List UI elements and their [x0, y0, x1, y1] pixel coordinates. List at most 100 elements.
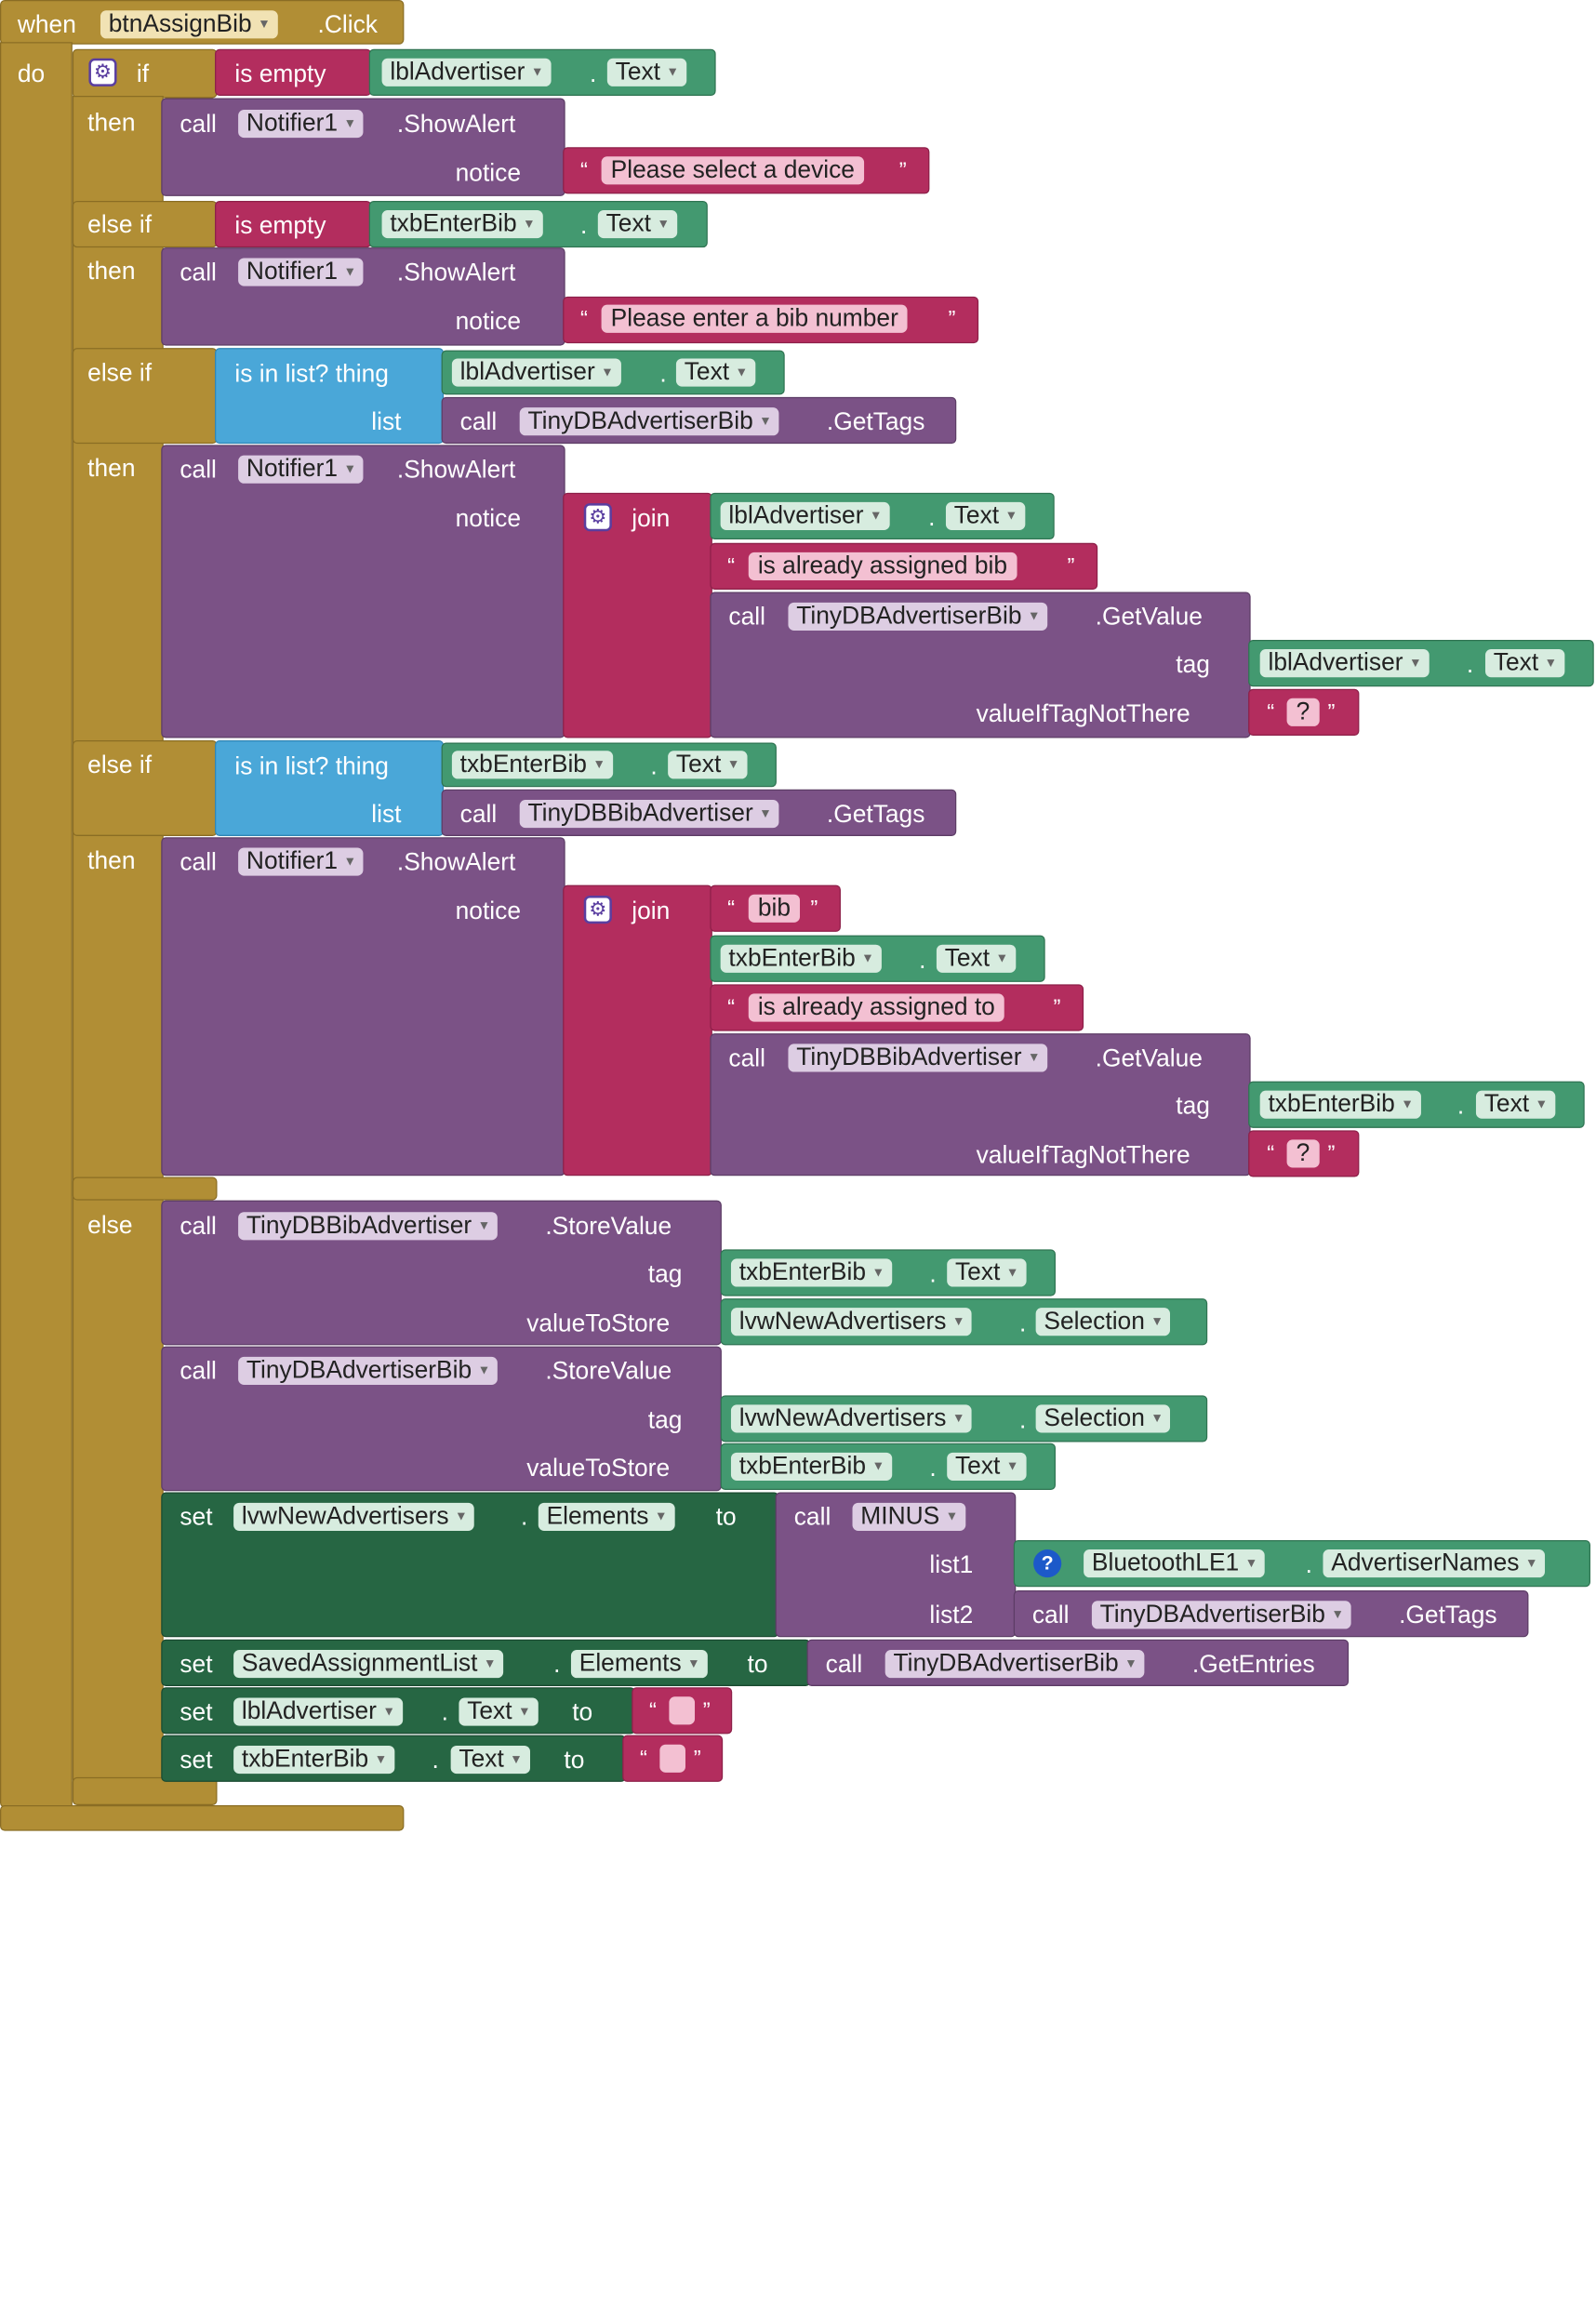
text-value[interactable]: [659, 1744, 685, 1773]
property-dropdown[interactable]: Text ▼: [459, 1697, 539, 1726]
component-dropdown[interactable]: lblAdvertiser ▼: [381, 58, 552, 86]
component-dropdown[interactable]: lblAdvertiser ▼: [451, 358, 621, 387]
mutator-gear-icon[interactable]: ⚙: [583, 503, 612, 532]
property-dropdown[interactable]: AdvertiserNames ▼: [1323, 1549, 1546, 1578]
component-dropdown[interactable]: txbEnterBib ▼: [730, 1452, 892, 1481]
tag-label: tag: [1176, 651, 1210, 679]
else-if-row-2: [72, 348, 218, 445]
is-in-list-block[interactable]: [215, 348, 445, 445]
component-dropdown[interactable]: Notifier1 ▼: [238, 847, 364, 876]
component-dropdown[interactable]: txbEnterBib ▼: [451, 751, 613, 779]
property-dropdown[interactable]: Text ▼: [1484, 649, 1564, 678]
text-value[interactable]: [669, 1696, 696, 1725]
else-if-keyword: else if: [87, 211, 153, 239]
component-dropdown[interactable]: txbEnterBib ▼: [381, 209, 543, 239]
mutator-gear-icon[interactable]: ⚙: [88, 58, 117, 86]
component-dropdown[interactable]: lvwNewAdvertisers ▼: [730, 1308, 973, 1336]
procedure-dropdown[interactable]: MINUS ▼: [852, 1502, 965, 1531]
open-quote: “: [640, 1747, 647, 1772]
dot: .: [590, 60, 597, 88]
join-block[interactable]: [563, 884, 712, 1177]
component-dropdown[interactable]: lblAdvertiser ▼: [233, 1697, 403, 1726]
notifier-showalert-block[interactable]: [161, 837, 565, 1177]
list1-label: list1: [929, 1551, 974, 1579]
chevron-down-icon: ▼: [759, 806, 772, 821]
component-dropdown[interactable]: lblAdvertiser ▼: [720, 501, 890, 530]
text-value[interactable]: ?: [1286, 698, 1320, 726]
property-dropdown[interactable]: Text ▼: [947, 1258, 1026, 1287]
property-dropdown[interactable]: Text ▼: [668, 751, 747, 779]
chevron-down-icon: ▼: [382, 1705, 396, 1720]
component-dropdown[interactable]: TinyDBAdvertiserBib ▼: [884, 1650, 1145, 1679]
property-dropdown[interactable]: Text ▼: [450, 1745, 530, 1775]
component-dropdown[interactable]: TinyDBAdvertiserBib ▼: [238, 1356, 498, 1386]
property-dropdown[interactable]: Text ▼: [947, 1452, 1026, 1481]
component-dropdown[interactable]: TinyDBAdvertiserBib ▼: [788, 602, 1048, 631]
chevron-down-icon: ▼: [343, 855, 357, 870]
component-dropdown[interactable]: TinyDBAdvertiserBib ▼: [519, 407, 779, 436]
property-dropdown[interactable]: Text ▼: [597, 209, 677, 239]
component-dropdown[interactable]: SavedAssignmentList ▼: [233, 1650, 504, 1679]
dot: .: [579, 212, 588, 240]
text-value[interactable]: is already assigned to: [748, 993, 1004, 1022]
close-quote: ”: [898, 158, 907, 184]
component-dropdown[interactable]: BluetoothLE1 ▼: [1084, 1549, 1265, 1578]
is-empty-block[interactable]: [215, 48, 372, 96]
component-dropdown[interactable]: Notifier1 ▼: [238, 110, 364, 139]
component-dropdown[interactable]: txbEnterBib ▼: [1259, 1090, 1421, 1119]
text-string-block[interactable]: [710, 984, 1084, 1031]
to-keyword: to: [572, 1698, 593, 1726]
then-keyword: then: [87, 455, 136, 483]
chevron-down-icon: ▼: [735, 365, 749, 380]
dot: .: [1019, 1406, 1027, 1434]
property-dropdown[interactable]: Text ▼: [675, 358, 755, 387]
open-quote: “: [1267, 1141, 1275, 1167]
text-value[interactable]: bib: [748, 894, 801, 923]
component-dropdown[interactable]: Notifier1 ▼: [238, 258, 364, 286]
property-dropdown[interactable]: Elements ▼: [538, 1502, 675, 1531]
component-dropdown[interactable]: TinyDBBibAdvertiser ▼: [238, 1212, 498, 1241]
property-dropdown[interactable]: Selection ▼: [1035, 1404, 1171, 1433]
component-dropdown[interactable]: txbEnterBib ▼: [233, 1745, 394, 1775]
chevron-down-icon: ▼: [1027, 609, 1041, 624]
join-label: join: [632, 897, 671, 925]
call-keyword: call: [180, 1358, 217, 1386]
property-dropdown[interactable]: Text ▼: [945, 501, 1025, 530]
text-value[interactable]: Please enter a bib number: [601, 304, 908, 333]
text-value[interactable]: Please select a device: [601, 156, 865, 185]
join-block[interactable]: [563, 492, 712, 738]
component-dropdown[interactable]: TinyDBBibAdvertiser ▼: [519, 800, 779, 829]
method-name: .GetValue: [1095, 604, 1203, 631]
text-value[interactable]: ?: [1286, 1139, 1320, 1168]
component-dropdown[interactable]: lblAdvertiser ▼: [1259, 649, 1430, 678]
property-dropdown[interactable]: Selection ▼: [1035, 1308, 1171, 1336]
set-keyword: set: [180, 1504, 213, 1531]
property-dropdown[interactable]: Text ▼: [606, 58, 686, 86]
property-dropdown[interactable]: Text ▼: [1475, 1090, 1555, 1119]
notifier-showalert-block[interactable]: [161, 445, 565, 738]
is-empty-block[interactable]: [215, 200, 372, 248]
value-to-store-label: valueToStore: [526, 1455, 671, 1482]
close-quote: ”: [702, 1698, 711, 1724]
component-dropdown[interactable]: txbEnterBib ▼: [730, 1258, 892, 1287]
call-keyword: call: [825, 1651, 863, 1679]
component-dropdown[interactable]: txbEnterBib ▼: [720, 944, 882, 973]
component-dropdown[interactable]: lvwNewAdvertisers ▼: [233, 1502, 475, 1531]
component-dropdown[interactable]: lvwNewAdvertisers ▼: [730, 1404, 973, 1433]
chevron-down-icon: ▼: [601, 365, 614, 380]
property-dropdown[interactable]: Elements ▼: [570, 1650, 708, 1679]
set-keyword: set: [180, 1651, 213, 1679]
mutator-gear-icon[interactable]: ⚙: [583, 895, 612, 924]
help-icon[interactable]: ?: [1033, 1549, 1062, 1578]
close-quote: ”: [948, 307, 956, 332]
event-component-dropdown[interactable]: btnAssignBib ▼: [100, 10, 278, 39]
chevron-down-icon: ▼: [510, 1752, 523, 1767]
is-in-list-block[interactable]: [215, 739, 445, 836]
is-empty-label: is empty: [234, 60, 326, 88]
property-dropdown[interactable]: Text ▼: [936, 944, 1016, 973]
else-if-row-3: [72, 739, 218, 836]
component-dropdown[interactable]: TinyDBBibAdvertiser ▼: [788, 1044, 1048, 1072]
text-value[interactable]: is already assigned bib: [748, 552, 1017, 580]
component-dropdown[interactable]: Notifier1 ▼: [238, 455, 364, 484]
component-dropdown[interactable]: TinyDBAdvertiserBib ▼: [1091, 1601, 1351, 1629]
